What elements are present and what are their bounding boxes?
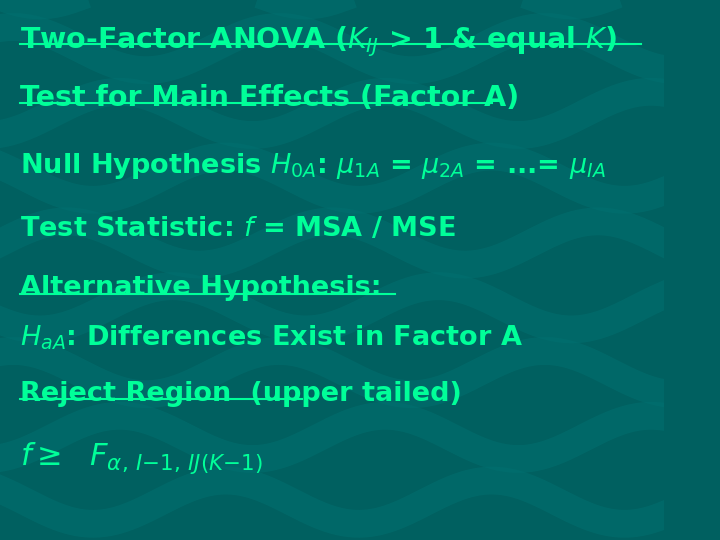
Text: $H_{aA}$: Differences Exist in Factor A: $H_{aA}$: Differences Exist in Factor A <box>20 324 523 353</box>
Text: Alternative Hypothesis:: Alternative Hypothesis: <box>20 275 382 301</box>
Text: Two-Factor ANOVA ($K_{IJ}$ > 1 & equal $K$): Two-Factor ANOVA ($K_{IJ}$ > 1 & equal $… <box>20 24 617 59</box>
Text: Reject Region  (upper tailed): Reject Region (upper tailed) <box>20 381 462 407</box>
Text: $f \geq$  $F_{\alpha,\, I\mathrm{-}1,\, IJ(K\mathrm{-}1)}$: $f \geq$ $F_{\alpha,\, I\mathrm{-}1,\, I… <box>20 440 263 476</box>
Text: Test Statistic: $f$ = MSA / MSE: Test Statistic: $f$ = MSA / MSE <box>20 216 456 242</box>
Text: Test for Main Effects (Factor A): Test for Main Effects (Factor A) <box>20 84 519 112</box>
Text: Null Hypothesis $H_{0A}$: $\mu_{1A}$ = $\mu_{2A}$ = ...= $\mu_{IA}$: Null Hypothesis $H_{0A}$: $\mu_{1A}$ = $… <box>20 151 606 181</box>
